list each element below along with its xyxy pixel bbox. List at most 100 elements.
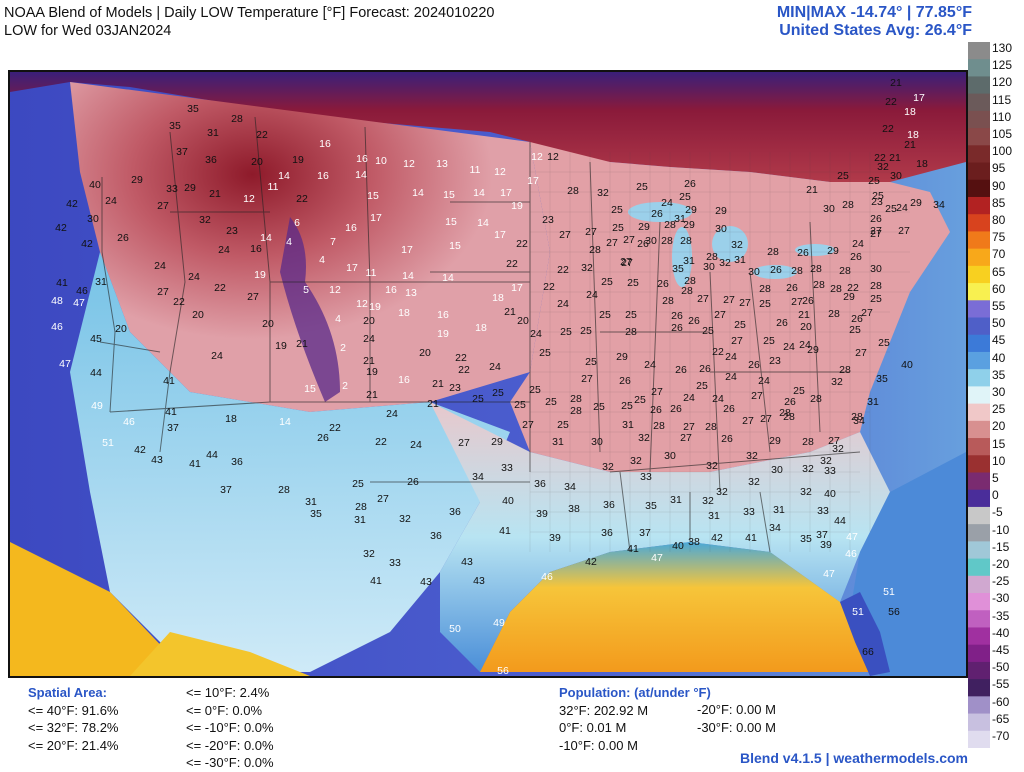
temperature-label: 15 (304, 383, 316, 395)
temperature-label: 24 (188, 271, 200, 283)
temperature-label: 26 (850, 251, 862, 263)
temperature-label: 22 (296, 193, 308, 205)
temperature-label: 19 (369, 301, 381, 313)
temperature-label: 14 (402, 270, 414, 282)
temperature-label: 26 (675, 364, 687, 376)
temperature-label: 24 (852, 238, 864, 250)
temperature-label: 18 (225, 413, 237, 425)
temperature-label: 23 (871, 196, 883, 208)
colorbar-cell (968, 128, 990, 146)
temperature-label: 6 (294, 217, 300, 229)
temperature-label: 21 (798, 309, 810, 321)
temperature-label: 24 (586, 289, 598, 301)
temperature-label: 27 (714, 309, 726, 321)
temperature-label: 27 (157, 286, 169, 298)
colorbar-cell (968, 696, 990, 715)
temperature-label: 36 (231, 456, 243, 468)
temperature-label: 27 (458, 437, 470, 449)
temperature-label: 25 (611, 204, 623, 216)
temperature-label: 29 (131, 174, 143, 186)
spatial-area-col2: <= 10°F: 2.4% <= 0°F: 0.0% <= -10°F: 0.0… (186, 684, 274, 772)
temperature-label: 25 (702, 325, 714, 337)
spatial-area-item: <= 20°F: 21.4% (28, 737, 119, 753)
temperature-label: 27 (585, 226, 597, 238)
temperature-label: 33 (166, 183, 178, 195)
colorbar-tick-label: 0 (992, 488, 999, 503)
temperature-label: 42 (66, 198, 78, 210)
temperature-label: 30 (823, 203, 835, 215)
temperature-label: 23 (542, 214, 554, 226)
temperature-label: 25 (759, 298, 771, 310)
colorbar-cell (968, 593, 990, 611)
temperature-label: 28 (681, 285, 693, 297)
temperature-label: 21 (889, 152, 901, 164)
temperature-label: 28 (231, 113, 243, 125)
temperature-label: 19 (275, 340, 287, 352)
temperature-label: 19 (254, 269, 266, 281)
spatial-area-item: <= -10°F: 0.0% (186, 720, 274, 735)
temperature-label: 37 (167, 422, 179, 434)
temperature-label: 35 (876, 373, 888, 385)
colorbar-tick-label: 10 (992, 453, 1006, 468)
temperature-label: 35 (645, 500, 657, 512)
temperature-label: 2 (340, 342, 346, 354)
temperature-label: 35 (672, 263, 684, 275)
temperature-label: 24 (154, 260, 166, 272)
colorbar-tick-label: 95 (992, 161, 1006, 176)
eastern-region (510, 142, 950, 472)
temperature-label: 26 (317, 432, 329, 444)
temperature-label: 29 (843, 291, 855, 303)
temperature-label: 30 (591, 436, 603, 448)
temperature-label: 32 (802, 463, 814, 475)
temperature-label: 28 (802, 436, 814, 448)
colorbar-cell (968, 248, 990, 267)
temperature-label: 14 (473, 187, 485, 199)
temperature-label: 17 (511, 282, 523, 294)
temperature-label: 27 (620, 256, 632, 268)
temperature-label: 25 (634, 394, 646, 406)
colorbar-cell (968, 438, 990, 456)
spatial-area-item: <= 40°F: 91.6% (28, 702, 119, 718)
colorbar-cell (968, 489, 990, 508)
temperature-label: 17 (913, 92, 925, 104)
temperature-label: 24 (530, 328, 542, 340)
temperature-label: 27 (377, 493, 389, 505)
temperature-label: 29 (827, 245, 839, 257)
temperature-label: 26 (870, 213, 882, 225)
temperature-label: 32 (748, 476, 760, 488)
temperature-label: 41 (499, 525, 511, 537)
colorbar-cell (968, 334, 990, 353)
temperature-label: 26 (651, 208, 663, 220)
rockies-cold-zone (280, 217, 340, 402)
temperature-label: 28 (661, 235, 673, 247)
colorbar-cell (968, 214, 990, 232)
temperature-label: 22 (882, 123, 894, 135)
temperature-label: 25 (545, 396, 557, 408)
temperature-label: 26 (748, 359, 760, 371)
colorbar-tick-label: -20 (992, 557, 1010, 571)
colorbar-tick-label: 85 (992, 195, 1006, 210)
temperature-label: 14 (260, 232, 272, 244)
temperature-label: 18 (904, 106, 916, 118)
spatial-area-item: <= 32°F: 78.2% (28, 720, 119, 735)
temperature-label: 27 (898, 225, 910, 237)
colorbar-cell (968, 679, 990, 697)
temperature-label: 15 (445, 216, 457, 228)
colorbar-cell (968, 455, 990, 473)
temperature-label: 27 (791, 296, 803, 308)
temperature-label: 24 (683, 392, 695, 404)
temperature-label: 46 (123, 416, 135, 428)
temperature-label: 25 (492, 387, 504, 399)
colorbar-tick-label: 125 (992, 58, 1013, 73)
temperature-label: 28 (779, 407, 791, 419)
temperature-label: 20 (800, 321, 812, 333)
temperature-label: 43 (473, 575, 485, 587)
temperature-label: 22 (557, 264, 569, 276)
temperature-label: 33 (640, 471, 652, 483)
temperature-label: 27 (742, 415, 754, 427)
population-item: -10°F: 0.00 M (559, 737, 638, 753)
temperature-label: 25 (529, 384, 541, 396)
temperature-label: 28 (870, 280, 882, 292)
lake-erie (753, 265, 797, 279)
